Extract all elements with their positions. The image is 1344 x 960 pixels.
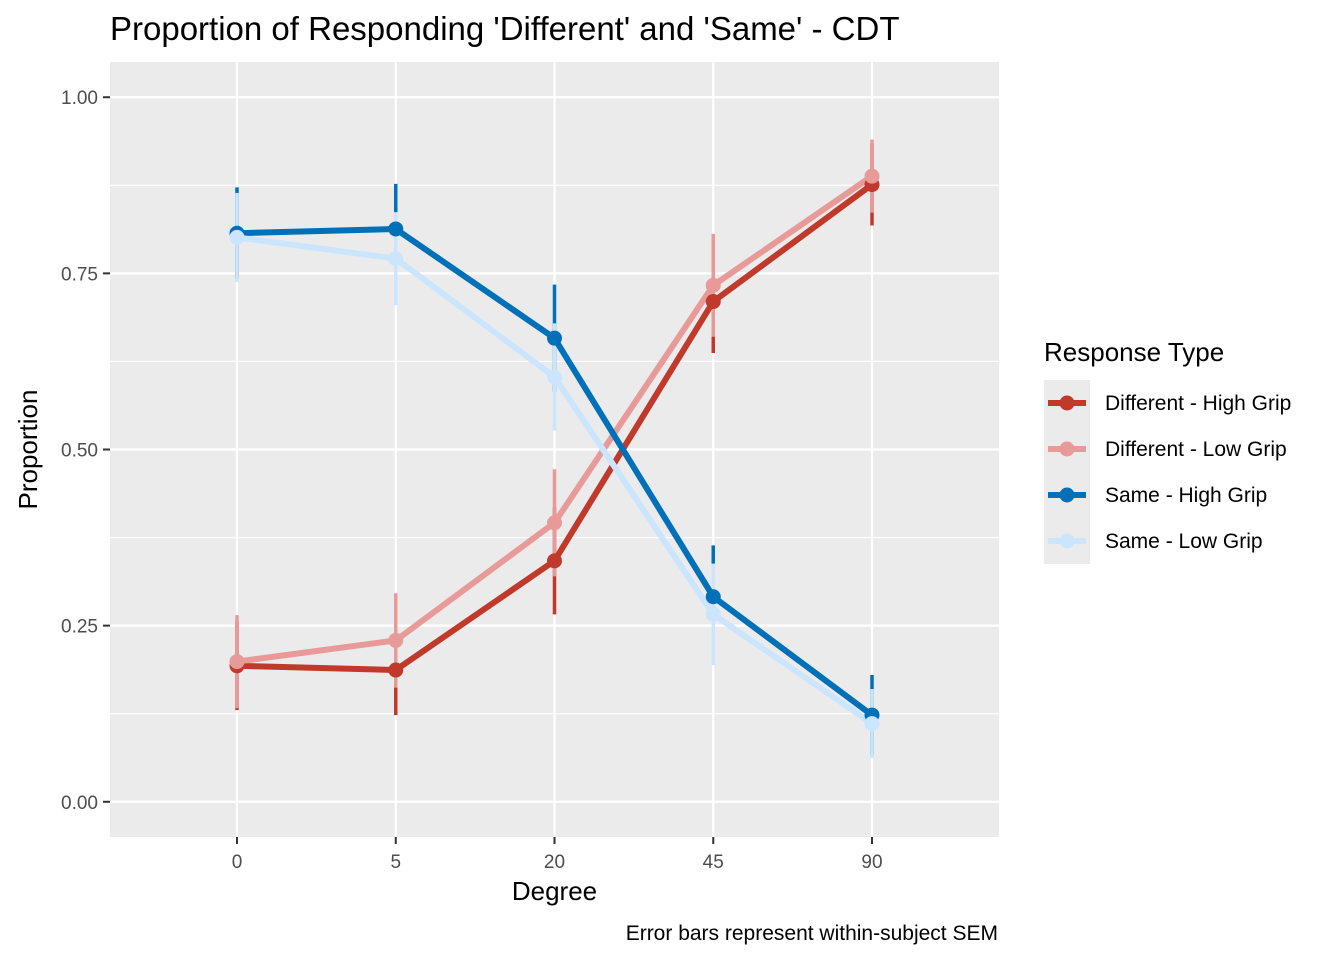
caption: Error bars represent within-subject SEM — [626, 922, 998, 945]
legend-label: Different - High Grip — [1105, 392, 1291, 415]
data-point — [864, 716, 880, 732]
data-point — [705, 294, 721, 310]
series-points — [229, 168, 880, 732]
y-tick-label: 0.75 — [61, 264, 98, 285]
x-tick-label: 20 — [544, 852, 565, 873]
x-axis-title: Degree — [512, 876, 597, 906]
data-point — [864, 168, 880, 184]
x-tick-label: 5 — [390, 852, 401, 873]
data-point — [388, 251, 404, 267]
data-point — [388, 632, 404, 648]
x-tick-label: 90 — [861, 852, 882, 873]
y-tick-label: 0.50 — [61, 441, 98, 462]
y-tick-label: 0.25 — [61, 617, 98, 638]
x-tick-label: 45 — [703, 852, 724, 873]
y-tick-label: 0.00 — [61, 793, 98, 814]
data-point — [705, 606, 721, 622]
data-point — [388, 221, 404, 237]
legend-label: Same - Low Grip — [1105, 530, 1263, 553]
legend-key-point — [1059, 533, 1075, 549]
legend-label: Same - High Grip — [1105, 484, 1267, 507]
data-point — [705, 589, 721, 605]
data-point — [388, 662, 404, 678]
data-point — [547, 330, 562, 346]
legend-label: Different - Low Grip — [1105, 438, 1287, 461]
y-axis-title: Proportion — [13, 390, 43, 510]
legend: Response Type Different - High Grip Diffe… — [1044, 337, 1291, 564]
y-tick-label: 1.00 — [61, 88, 98, 109]
legend-title: Response Type — [1044, 337, 1224, 367]
legend-key-point — [1059, 441, 1075, 457]
x-tick-label: 0 — [232, 852, 243, 873]
data-point — [705, 277, 721, 293]
data-point — [229, 229, 245, 245]
legend-key-point — [1059, 395, 1075, 411]
data-point — [547, 369, 562, 385]
data-point — [547, 553, 562, 569]
chart-title: Proportion of Responding 'Different' and… — [110, 10, 900, 47]
data-point — [229, 654, 245, 670]
legend-key-point — [1059, 487, 1075, 503]
data-point — [547, 515, 562, 531]
legend-key-background — [1044, 380, 1090, 564]
axes: 0.00 0.25 0.50 0.75 1.00 0 5 20 45 90 — [61, 88, 883, 873]
